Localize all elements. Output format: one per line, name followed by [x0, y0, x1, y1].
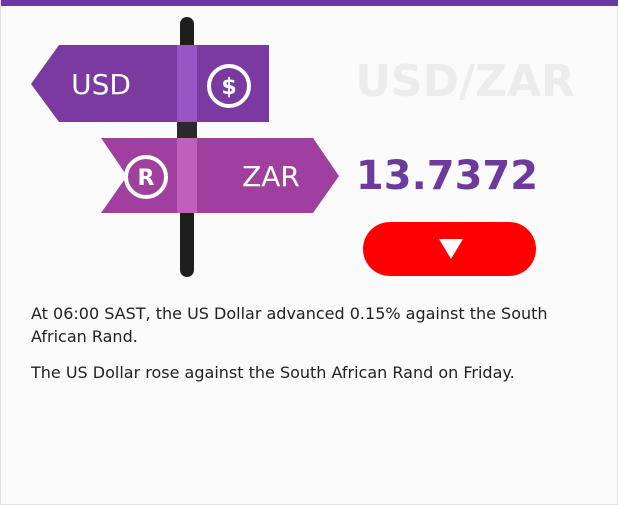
base-currency: USD — [71, 68, 131, 101]
symbol-circle — [124, 155, 168, 199]
paragraph: At 06:00 SAST, the US Dollar advanced 0.… — [31, 304, 548, 346]
zar-sign — [101, 138, 339, 213]
signpost-graphic: USD $ R ZAR USD/ZAR 13.7372 — [31, 17, 575, 277]
base-symbol: $ — [221, 75, 236, 100]
pole-band — [177, 138, 197, 213]
pair-label: USD/ZAR — [355, 56, 575, 107]
rate: 13.7372 — [356, 153, 538, 199]
paragraph: The US Dollar rose against the South Afr… — [31, 363, 515, 382]
top-bar — [1, 0, 618, 6]
usd-sign — [31, 45, 269, 122]
quote-symbol: R — [138, 166, 155, 191]
down-arrow — [439, 239, 463, 259]
quote-currency: ZAR — [242, 160, 300, 193]
pole-band — [177, 45, 197, 122]
symbol-circle — [207, 64, 251, 108]
pole-joint — [177, 122, 197, 138]
